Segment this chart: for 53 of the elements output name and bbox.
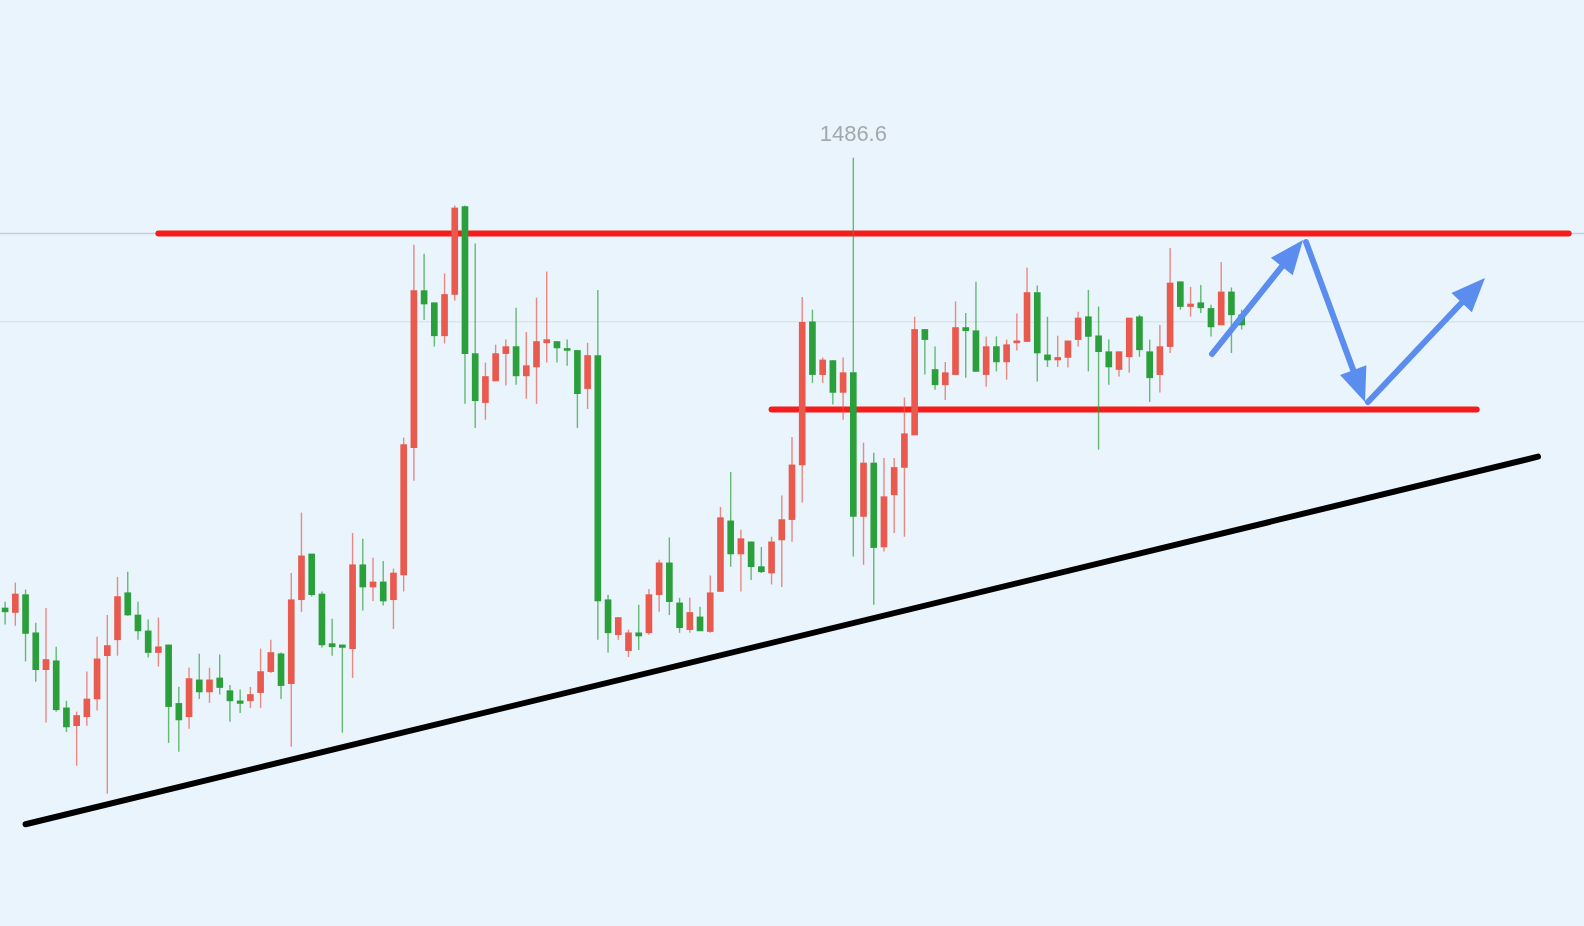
candlestick (482, 361, 489, 421)
annotation: 1486.6 (819, 120, 887, 146)
candlestick (849, 157, 857, 558)
candlestick (941, 361, 949, 401)
candlestick (533, 296, 540, 405)
candlestick (993, 335, 1000, 373)
candlestick (809, 309, 816, 384)
candlestick (860, 441, 867, 566)
candlestick (155, 616, 162, 668)
candlestick (584, 342, 591, 410)
candlestick (103, 614, 111, 795)
candlestick (400, 436, 407, 593)
candlestick (492, 344, 499, 382)
candlestick (1003, 338, 1010, 381)
candlestick (1033, 284, 1041, 383)
candlestick (73, 710, 80, 767)
candlestick (349, 532, 356, 679)
candlestick (911, 316, 918, 436)
candlestick (1146, 338, 1154, 403)
candlestick (287, 572, 295, 748)
candlestick (870, 452, 878, 606)
candlestick (778, 494, 786, 588)
candlestick (1197, 284, 1205, 314)
candlestick (717, 506, 724, 593)
candlestick (901, 396, 908, 538)
candlestick (114, 576, 121, 657)
candlestick (12, 581, 19, 627)
candlestick (1085, 289, 1092, 373)
candlestick (758, 546, 765, 574)
candlestick (706, 574, 714, 634)
candlestick (257, 648, 264, 709)
candlestick (798, 296, 806, 504)
candlestick (543, 270, 551, 364)
candlestick (635, 604, 643, 651)
candlestick (962, 312, 970, 379)
candlestick (952, 300, 959, 376)
candlestick (1095, 305, 1102, 451)
candlestick (1136, 314, 1143, 358)
candlestick (22, 588, 29, 663)
candlestick (441, 272, 448, 345)
candlestick (574, 349, 581, 429)
candlestick (52, 646, 60, 713)
candlestick (359, 537, 367, 612)
candlestick (471, 242, 479, 429)
candlestick (522, 331, 530, 400)
candlestick (430, 302, 438, 348)
candlestick (625, 628, 632, 658)
candlestick (1177, 281, 1184, 311)
candlestick (165, 644, 172, 744)
candlestick (124, 571, 132, 617)
candlestick (32, 621, 40, 683)
candlestick (614, 616, 622, 641)
candlestick (451, 204, 459, 302)
